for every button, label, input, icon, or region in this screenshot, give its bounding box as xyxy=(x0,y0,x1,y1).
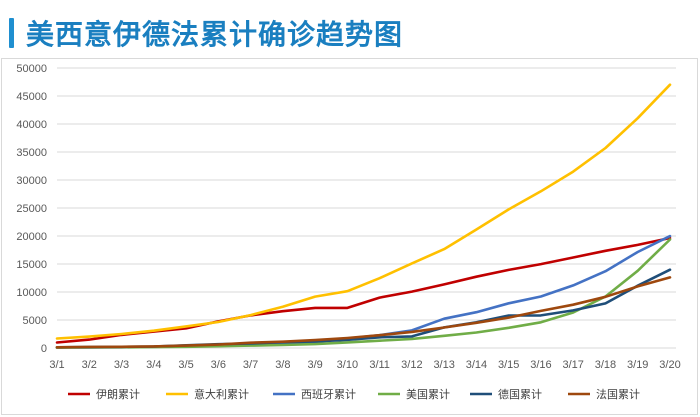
x-tick-label: 3/15 xyxy=(498,359,519,371)
y-tick-label: 45000 xyxy=(16,91,47,103)
y-tick-label: 40000 xyxy=(16,119,47,131)
legend-label: 伊朗累计 xyxy=(96,388,140,401)
y-tick-label: 0 xyxy=(41,343,47,355)
x-tick-label: 3/9 xyxy=(307,359,322,371)
y-tick-label: 35000 xyxy=(16,147,47,159)
x-tick-label: 3/10 xyxy=(337,359,358,371)
x-tick-label: 3/8 xyxy=(275,359,290,371)
legend-label: 美国累计 xyxy=(406,388,450,401)
x-tick-label: 3/6 xyxy=(211,359,226,371)
x-tick-label: 3/11 xyxy=(369,359,390,371)
series-line xyxy=(55,276,672,349)
legend-label: 意大利累计 xyxy=(194,387,249,401)
y-tick-label: 15000 xyxy=(16,259,47,271)
title-area: 美西意伊德法累计确诊趋势图 xyxy=(0,0,700,58)
x-tick-label: 3/5 xyxy=(178,359,193,371)
x-tick-label: 3/13 xyxy=(433,359,454,371)
x-tick-label: 3/16 xyxy=(530,359,551,371)
y-tick-label: 5000 xyxy=(23,315,47,327)
x-tick-label: 3/7 xyxy=(243,359,258,371)
x-axis-ticks: 3/1 3/2 3/3 3/4 3/5 3/6 3/7 3/8 3/9 3/10 3/11 3/12 3… xyxy=(49,359,680,371)
series-lines xyxy=(55,83,672,349)
y-tick-label: 30000 xyxy=(16,175,47,187)
x-tick-label: 3/4 xyxy=(146,359,161,371)
page-title: 美西意伊德法累计确诊趋势图 xyxy=(26,18,404,51)
series-line xyxy=(55,236,672,344)
x-tick-label: 3/1 xyxy=(49,359,64,371)
grid-lines xyxy=(57,67,676,349)
y-tick-label: 25000 xyxy=(16,203,47,215)
y-axis-ticks: 0 5000 10000 15000 20000 25000 30000 35000 40000… xyxy=(16,63,47,355)
legend: 伊朗累计 意大利累计 西班牙累计 美国累计 德国累计 法国累计 xyxy=(68,387,640,401)
x-tick-label: 3/12 xyxy=(401,359,422,371)
x-tick-label: 3/14 xyxy=(466,359,487,371)
legend-label: 法国累计 xyxy=(596,387,640,401)
series-line xyxy=(55,83,672,340)
y-tick-label: 50000 xyxy=(16,63,47,75)
y-tick-label: 10000 xyxy=(16,287,47,299)
x-tick-label: 3/19 xyxy=(627,359,648,371)
x-tick-label: 3/18 xyxy=(595,359,616,371)
x-tick-label: 3/20 xyxy=(659,359,680,371)
legend-label: 西班牙累计 xyxy=(301,388,356,401)
x-tick-label: 3/3 xyxy=(114,359,129,371)
legend-label: 德国累计 xyxy=(498,387,542,401)
x-tick-label: 3/2 xyxy=(82,359,97,371)
title-accent-bar xyxy=(9,18,14,48)
y-tick-label: 20000 xyxy=(16,231,47,243)
x-tick-label: 3/17 xyxy=(562,359,583,371)
